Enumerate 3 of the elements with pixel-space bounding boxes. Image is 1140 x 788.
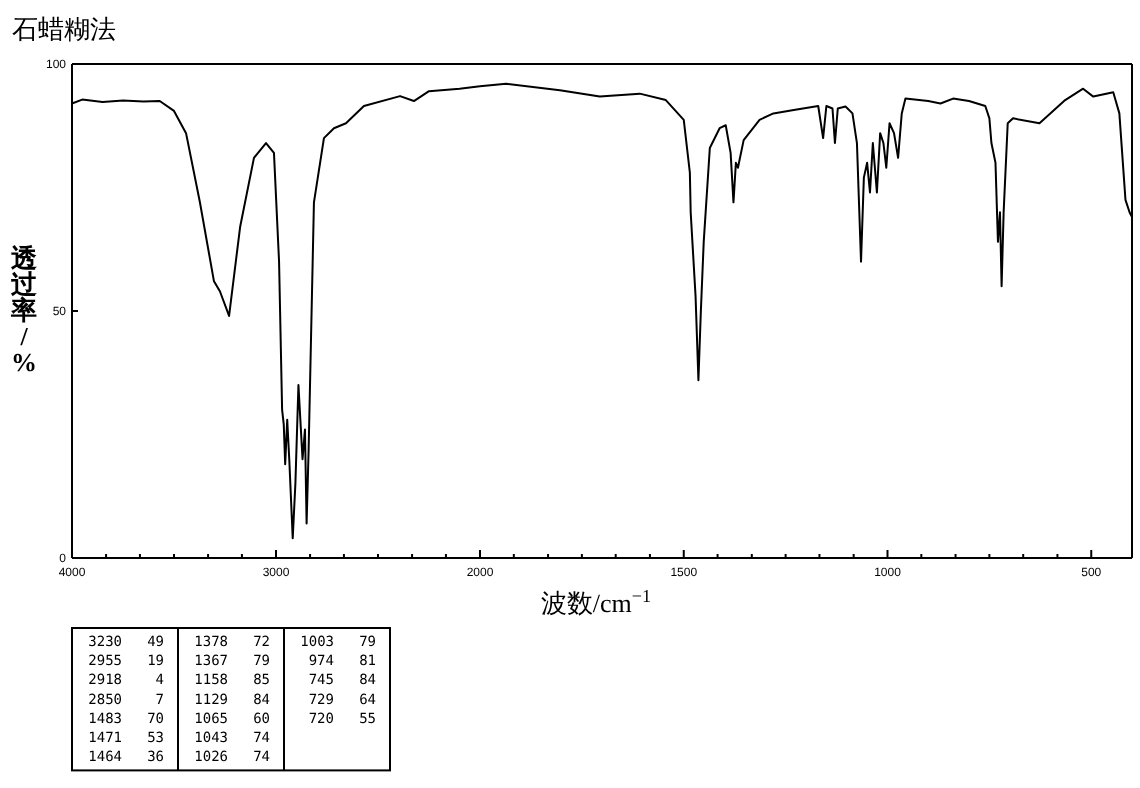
chart-title: 石蜡糊法 (12, 14, 116, 44)
y-axis-title: 透过率/% (9, 243, 39, 377)
x-axis-title: 波数/cm$^{−1}$ (540, 586, 652, 618)
